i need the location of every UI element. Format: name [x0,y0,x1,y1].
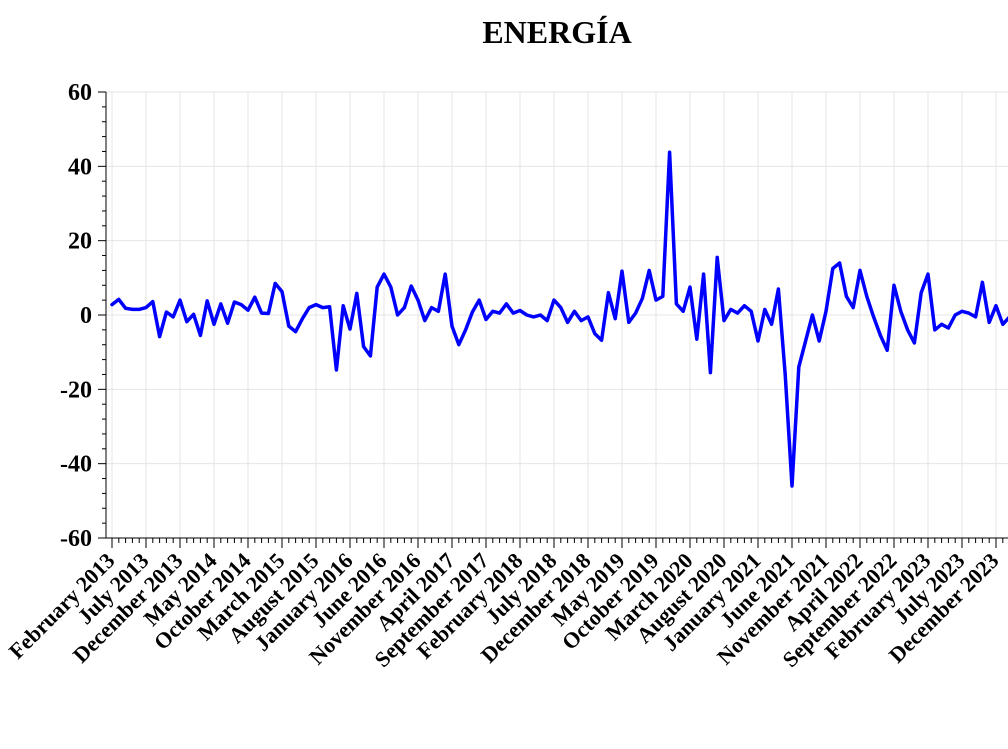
y-tick-label: 0 [80,303,92,329]
y-tick-label: -40 [60,452,92,478]
y-tick-label: 60 [68,80,92,106]
y-tick-label: -20 [60,377,92,403]
gridlines [106,91,1008,539]
y-tick-label: 40 [68,154,92,180]
series-line [110,150,1008,488]
axes [98,91,1008,548]
y-tick-label: -60 [60,526,92,552]
series-energia [110,150,1008,488]
y-tick-label: 20 [68,229,92,255]
chart-title: ENERGÍA [482,14,632,50]
y-tick-labels: 60 40 20 0 -20 -40 -60 [60,80,92,552]
